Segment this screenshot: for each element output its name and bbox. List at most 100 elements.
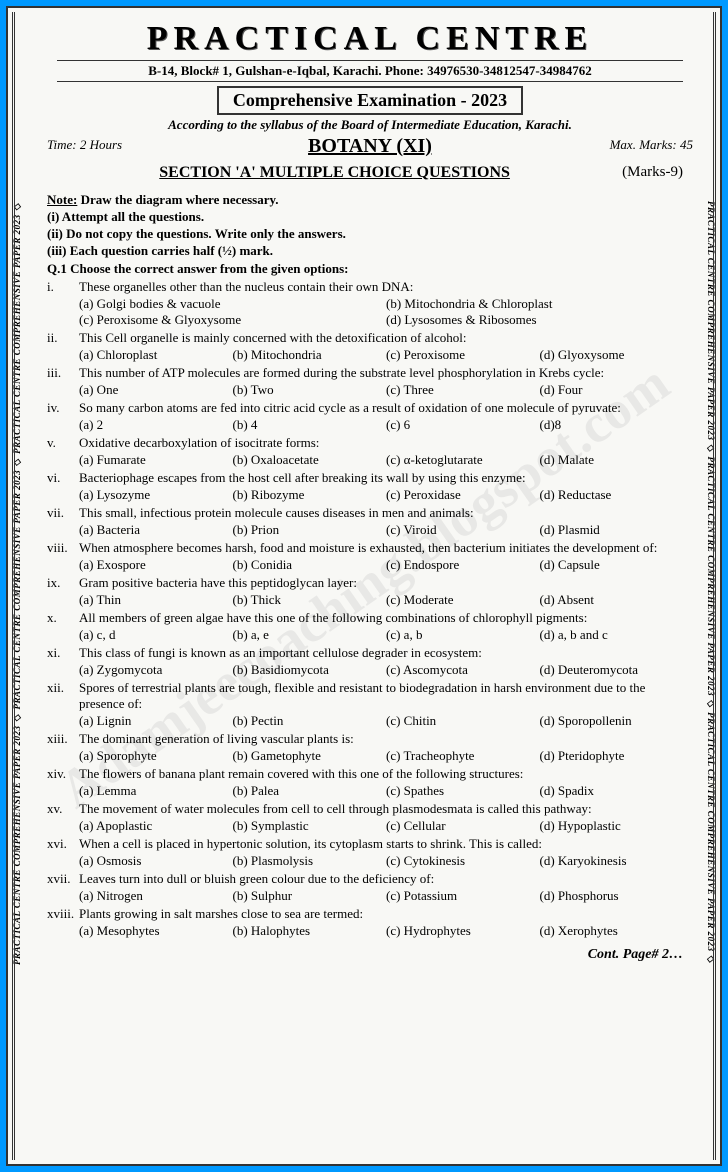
option: (b) Thick [233,592,387,608]
question-body: Leaves turn into dull or bluish green co… [79,871,693,904]
option: (c) Ascomycota [386,662,540,678]
question-item: iv.So many carbon atoms are fed into cit… [47,400,693,433]
question-item: vii.This small, infectious protein molec… [47,505,693,538]
question-text: All members of green algae have this one… [79,610,693,626]
option: (b) Mitochondria [233,347,387,363]
section-heading: SECTION 'A' MULTIPLE CHOICE QUESTIONS (M… [47,164,693,182]
question-number: xvi. [47,836,79,869]
options-row: (a) 2(b) 4(c) 6(d)8 [79,417,693,433]
question-number: xv. [47,801,79,834]
instruction-line: (i) Attempt all the questions. [47,209,693,225]
option: (b) Pectin [233,713,387,729]
question-item: xvii.Leaves turn into dull or bluish gre… [47,871,693,904]
option: (b) a, e [233,627,387,643]
option: (c) Cellular [386,818,540,834]
question-body: When atmosphere becomes harsh, food and … [79,540,693,573]
option: (a) Lysozyme [79,487,233,503]
option: (c) α-ketoglutarate [386,452,540,468]
question-text: This number of ATP molecules are formed … [79,365,693,381]
option: (c) Cytokinesis [386,853,540,869]
option: (d) Malate [540,452,694,468]
option: (d) Capsule [540,557,694,573]
option: (c) 6 [386,417,540,433]
question-number: iv. [47,400,79,433]
option: (d) Karyokinesis [540,853,694,869]
question-body: All members of green algae have this one… [79,610,693,643]
option: (a) Mesophytes [79,923,233,939]
option: (d)8 [540,417,694,433]
option: (d) Phosphorus [540,888,694,904]
options-row: (a) Bacteria(b) Prion(c) Viroid(d) Plasm… [79,522,693,538]
question-body: This class of fungi is known as an impor… [79,645,693,678]
question-number: iii. [47,365,79,398]
option: (b) Prion [233,522,387,538]
option: (a) Golgi bodies & vacuole [79,296,386,312]
question-text: Leaves turn into dull or bluish green co… [79,871,693,887]
option: (a) Thin [79,592,233,608]
question-item: xii.Spores of terrestrial plants are tou… [47,680,693,729]
option: (c) Peroxidase [386,487,540,503]
subject-title: BOTANY (XI) [47,135,693,158]
question-text: The flowers of banana plant remain cover… [79,766,693,782]
question-body: This small, infectious protein molecule … [79,505,693,538]
option: (b) Plasmolysis [233,853,387,869]
question-item: xv.The movement of water molecules from … [47,801,693,834]
question-text: Plants growing in salt marshes close to … [79,906,693,922]
option: (d) a, b and c [540,627,694,643]
options-row: (a) c, d(b) a, e(c) a, b(d) a, b and c [79,627,693,643]
question-number: xviii. [47,906,79,939]
options-row: (a) One(b) Two(c) Three(d) Four [79,382,693,398]
options-row: (a) Mesophytes(b) Halophytes(c) Hydrophy… [79,923,693,939]
question-number: i. [47,279,79,328]
option: (d) Deuteromycota [540,662,694,678]
question-number: viii. [47,540,79,573]
option: (b) Basidiomycota [233,662,387,678]
question-item: vi.Bacteriophage escapes from the host c… [47,470,693,503]
question-number: ii. [47,330,79,363]
question-item: iii.This number of ATP molecules are for… [47,365,693,398]
question-body: Oxidative decarboxylation of isocitrate … [79,435,693,468]
option: (a) Nitrogen [79,888,233,904]
option: (d) Plasmid [540,522,694,538]
question-number: v. [47,435,79,468]
option: (c) a, b [386,627,540,643]
syllabus-note: According to the syllabus of the Board o… [47,117,693,133]
options-row: (a) Apoplastic(b) Symplastic(c) Cellular… [79,818,693,834]
instruction-line: (iii) Each question carries half (½) mar… [47,243,693,259]
option: (d) Hypoplastic [540,818,694,834]
institute-address: B-14, Block# 1, Gulshan-e-Iqbal, Karachi… [57,60,683,82]
note-text: Draw the diagram where necessary. [81,192,279,207]
option: (a) Lignin [79,713,233,729]
option: (c) Moderate [386,592,540,608]
question-body: Plants growing in salt marshes close to … [79,906,693,939]
option: (c) Peroxisome [386,347,540,363]
option: (a) One [79,382,233,398]
question-body: When a cell is placed in hypertonic solu… [79,836,693,869]
option: (a) Fumarate [79,452,233,468]
section-marks: (Marks-9) [622,164,683,181]
option: (b) Halophytes [233,923,387,939]
question-item: x.All members of green algae have this o… [47,610,693,643]
question-body: Bacteriophage escapes from the host cell… [79,470,693,503]
question-number: ix. [47,575,79,608]
option: (d) Lysosomes & Ribosomes [386,312,693,328]
question-text: Spores of terrestrial plants are tough, … [79,680,693,712]
option: (d) Glyoxysome [540,347,694,363]
institute-title: PRACTICAL CENTRE [47,20,693,58]
question-text: These organelles other than the nucleus … [79,279,693,295]
option: (c) Hydrophytes [386,923,540,939]
option: (a) Bacteria [79,522,233,538]
option: (b) Conidia [233,557,387,573]
question-text: The dominant generation of living vascul… [79,731,693,747]
options-row: (a) Chloroplast(b) Mitochondria(c) Perox… [79,347,693,363]
question-text: Gram positive bacteria have this peptido… [79,575,693,591]
question-body: The movement of water molecules from cel… [79,801,693,834]
options-row: (a) Sporophyte(b) Gametophyte(c) Tracheo… [79,748,693,764]
options-row: (a) Lysozyme(b) Ribozyme(c) Peroxidase(d… [79,487,693,503]
option: (d) Absent [540,592,694,608]
option: (a) Chloroplast [79,347,233,363]
option: (d) Reductase [540,487,694,503]
question-body: Spores of terrestrial plants are tough, … [79,680,693,729]
option: (c) Spathes [386,783,540,799]
option: (c) Potassium [386,888,540,904]
